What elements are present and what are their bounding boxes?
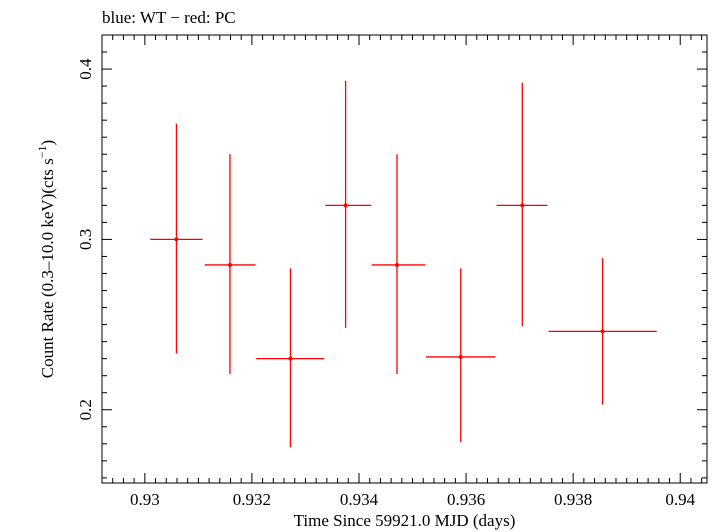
y-tick-label: 0.2	[76, 399, 95, 420]
x-tick-label: 0.932	[233, 490, 271, 509]
x-tick-label: 0.938	[554, 490, 592, 509]
point-marker	[395, 262, 400, 267]
point-marker	[227, 262, 232, 267]
plot-frame	[101, 34, 708, 484]
y-axis-label-exponent: −1	[35, 145, 49, 158]
x-tick-label: 0.936	[447, 490, 485, 509]
point-marker	[174, 237, 179, 242]
data-point	[204, 154, 256, 374]
data-series-red	[150, 80, 657, 448]
y-tick-label: 0.3	[76, 229, 95, 250]
y-tick-label: 0.4	[76, 58, 95, 80]
data-point	[150, 123, 203, 354]
data-point	[548, 258, 657, 405]
point-marker	[600, 329, 605, 334]
point-marker	[458, 354, 463, 359]
x-axis-label: Time Since 59921.0 MJD (days)	[294, 511, 516, 530]
x-tick-label: 0.93	[130, 490, 160, 509]
x-tick-label: 0.934	[340, 490, 379, 509]
y-axis-label: Count Rate (0.3–10.0 keV)(cts s−1)	[35, 140, 57, 378]
data-point	[256, 268, 325, 448]
chart-title: blue: WT − red: PC	[102, 8, 236, 27]
data-point	[371, 154, 426, 374]
data-point	[425, 268, 496, 443]
y-axis-label-main: Count Rate (0.3–10.0 keV)(cts s	[38, 158, 57, 378]
point-marker	[520, 203, 525, 208]
point-marker	[288, 356, 293, 361]
axis-ticks	[101, 34, 707, 483]
point-marker	[343, 203, 348, 208]
tick-labels: 0.93 0.932 0.934 0.936 0.938 0.94 0.2 0.3 0.4	[76, 58, 696, 509]
x-tick-label: 0.94	[665, 490, 695, 509]
data-point	[325, 80, 372, 328]
y-axis-label-close: )	[38, 140, 57, 146]
data-point	[496, 82, 548, 327]
